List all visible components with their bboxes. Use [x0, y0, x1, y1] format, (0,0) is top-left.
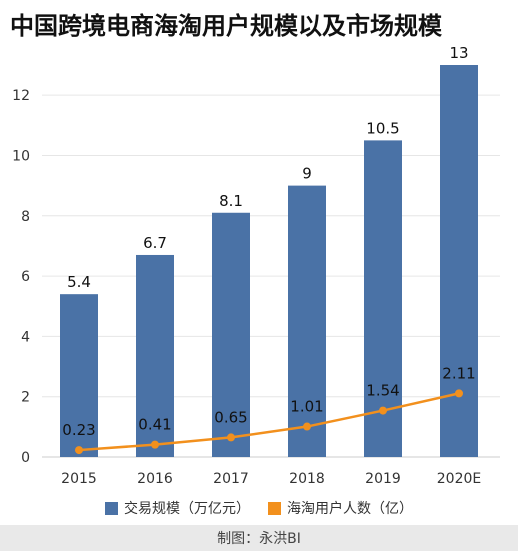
- legend-item-bar[interactable]: 交易规模（万亿元）: [105, 498, 250, 518]
- chart-plot: 0 2 4 6 8 10 12 5.4 6.7 8.1 9 10.5 13 0.23 0.41 0.65 1.…: [12, 44, 500, 487]
- x-tick-label: 2017: [213, 471, 249, 487]
- line-value-label: 0.23: [62, 421, 95, 439]
- bar-value-label: 9: [302, 165, 312, 183]
- legend-item-line[interactable]: 海淘用户人数（亿）: [268, 498, 413, 518]
- bar-2015: [60, 294, 98, 457]
- bar-value-label: 6.7: [143, 234, 167, 252]
- legend-swatch-bar: [105, 501, 118, 515]
- y-tick-label: 10: [12, 148, 30, 164]
- x-tick-label: 2020E: [437, 471, 481, 487]
- line-value-label: 1.54: [366, 382, 399, 400]
- bar-value-label: 13: [449, 44, 468, 62]
- footer-credit: 制图：永洪BI: [0, 525, 518, 551]
- legend-label-bar: 交易规模（万亿元）: [124, 501, 250, 517]
- line-series: [75, 389, 463, 455]
- y-tick-label: 2: [21, 390, 30, 406]
- line-value-label: 1.01: [290, 398, 323, 416]
- x-tick-label: 2018: [289, 471, 325, 487]
- y-tick-label: 12: [12, 88, 30, 104]
- line-point-2015: [75, 446, 83, 455]
- bar-2020E: [440, 65, 478, 457]
- line-point-2018: [303, 422, 311, 431]
- bar-2016: [136, 254, 174, 457]
- bar-series: [60, 65, 478, 457]
- x-tick-label: 2019: [365, 471, 401, 487]
- data-labels: 5.4 6.7 8.1 9 10.5 13 0.23 0.41 0.65 1.01 1.54 2.11: [62, 44, 475, 439]
- bar-value-label: 8.1: [219, 192, 243, 210]
- line-point-2017: [227, 433, 235, 442]
- x-tick-label: 2015: [61, 471, 97, 487]
- line-point-2016: [151, 440, 159, 449]
- y-axis-ticks: 0 2 4 6 8 10 12: [12, 88, 30, 466]
- legend: 交易规模（万亿元） 海淘用户人数（亿）: [0, 498, 518, 518]
- legend-label-line: 海淘用户人数（亿）: [287, 501, 413, 517]
- bar-2018: [288, 185, 326, 457]
- line-point-2020E: [455, 389, 463, 398]
- y-tick-label: 6: [21, 269, 30, 285]
- line-value-label: 2.11: [442, 364, 475, 382]
- x-tick-label: 2016: [137, 471, 173, 487]
- bar-2019: [364, 140, 402, 457]
- line-value-label: 0.65: [214, 408, 247, 426]
- bar-2017: [212, 212, 250, 457]
- y-tick-label: 4: [21, 329, 30, 345]
- y-tick-label: 0: [21, 450, 30, 466]
- line-path: [78, 392, 460, 452]
- x-axis-ticks: 2015 2016 2017 2018 2019 2020E: [61, 471, 481, 487]
- line-value-label: 0.41: [138, 416, 171, 434]
- y-tick-label: 8: [21, 209, 30, 225]
- gridlines: [42, 94, 500, 458]
- line-point-2019: [379, 406, 387, 415]
- bar-value-label: 10.5: [366, 119, 399, 137]
- chart-title: 中国跨境电商海淘用户规模以及市场规模: [10, 12, 442, 40]
- legend-swatch-line: [268, 501, 281, 515]
- bar-value-label: 5.4: [67, 273, 91, 291]
